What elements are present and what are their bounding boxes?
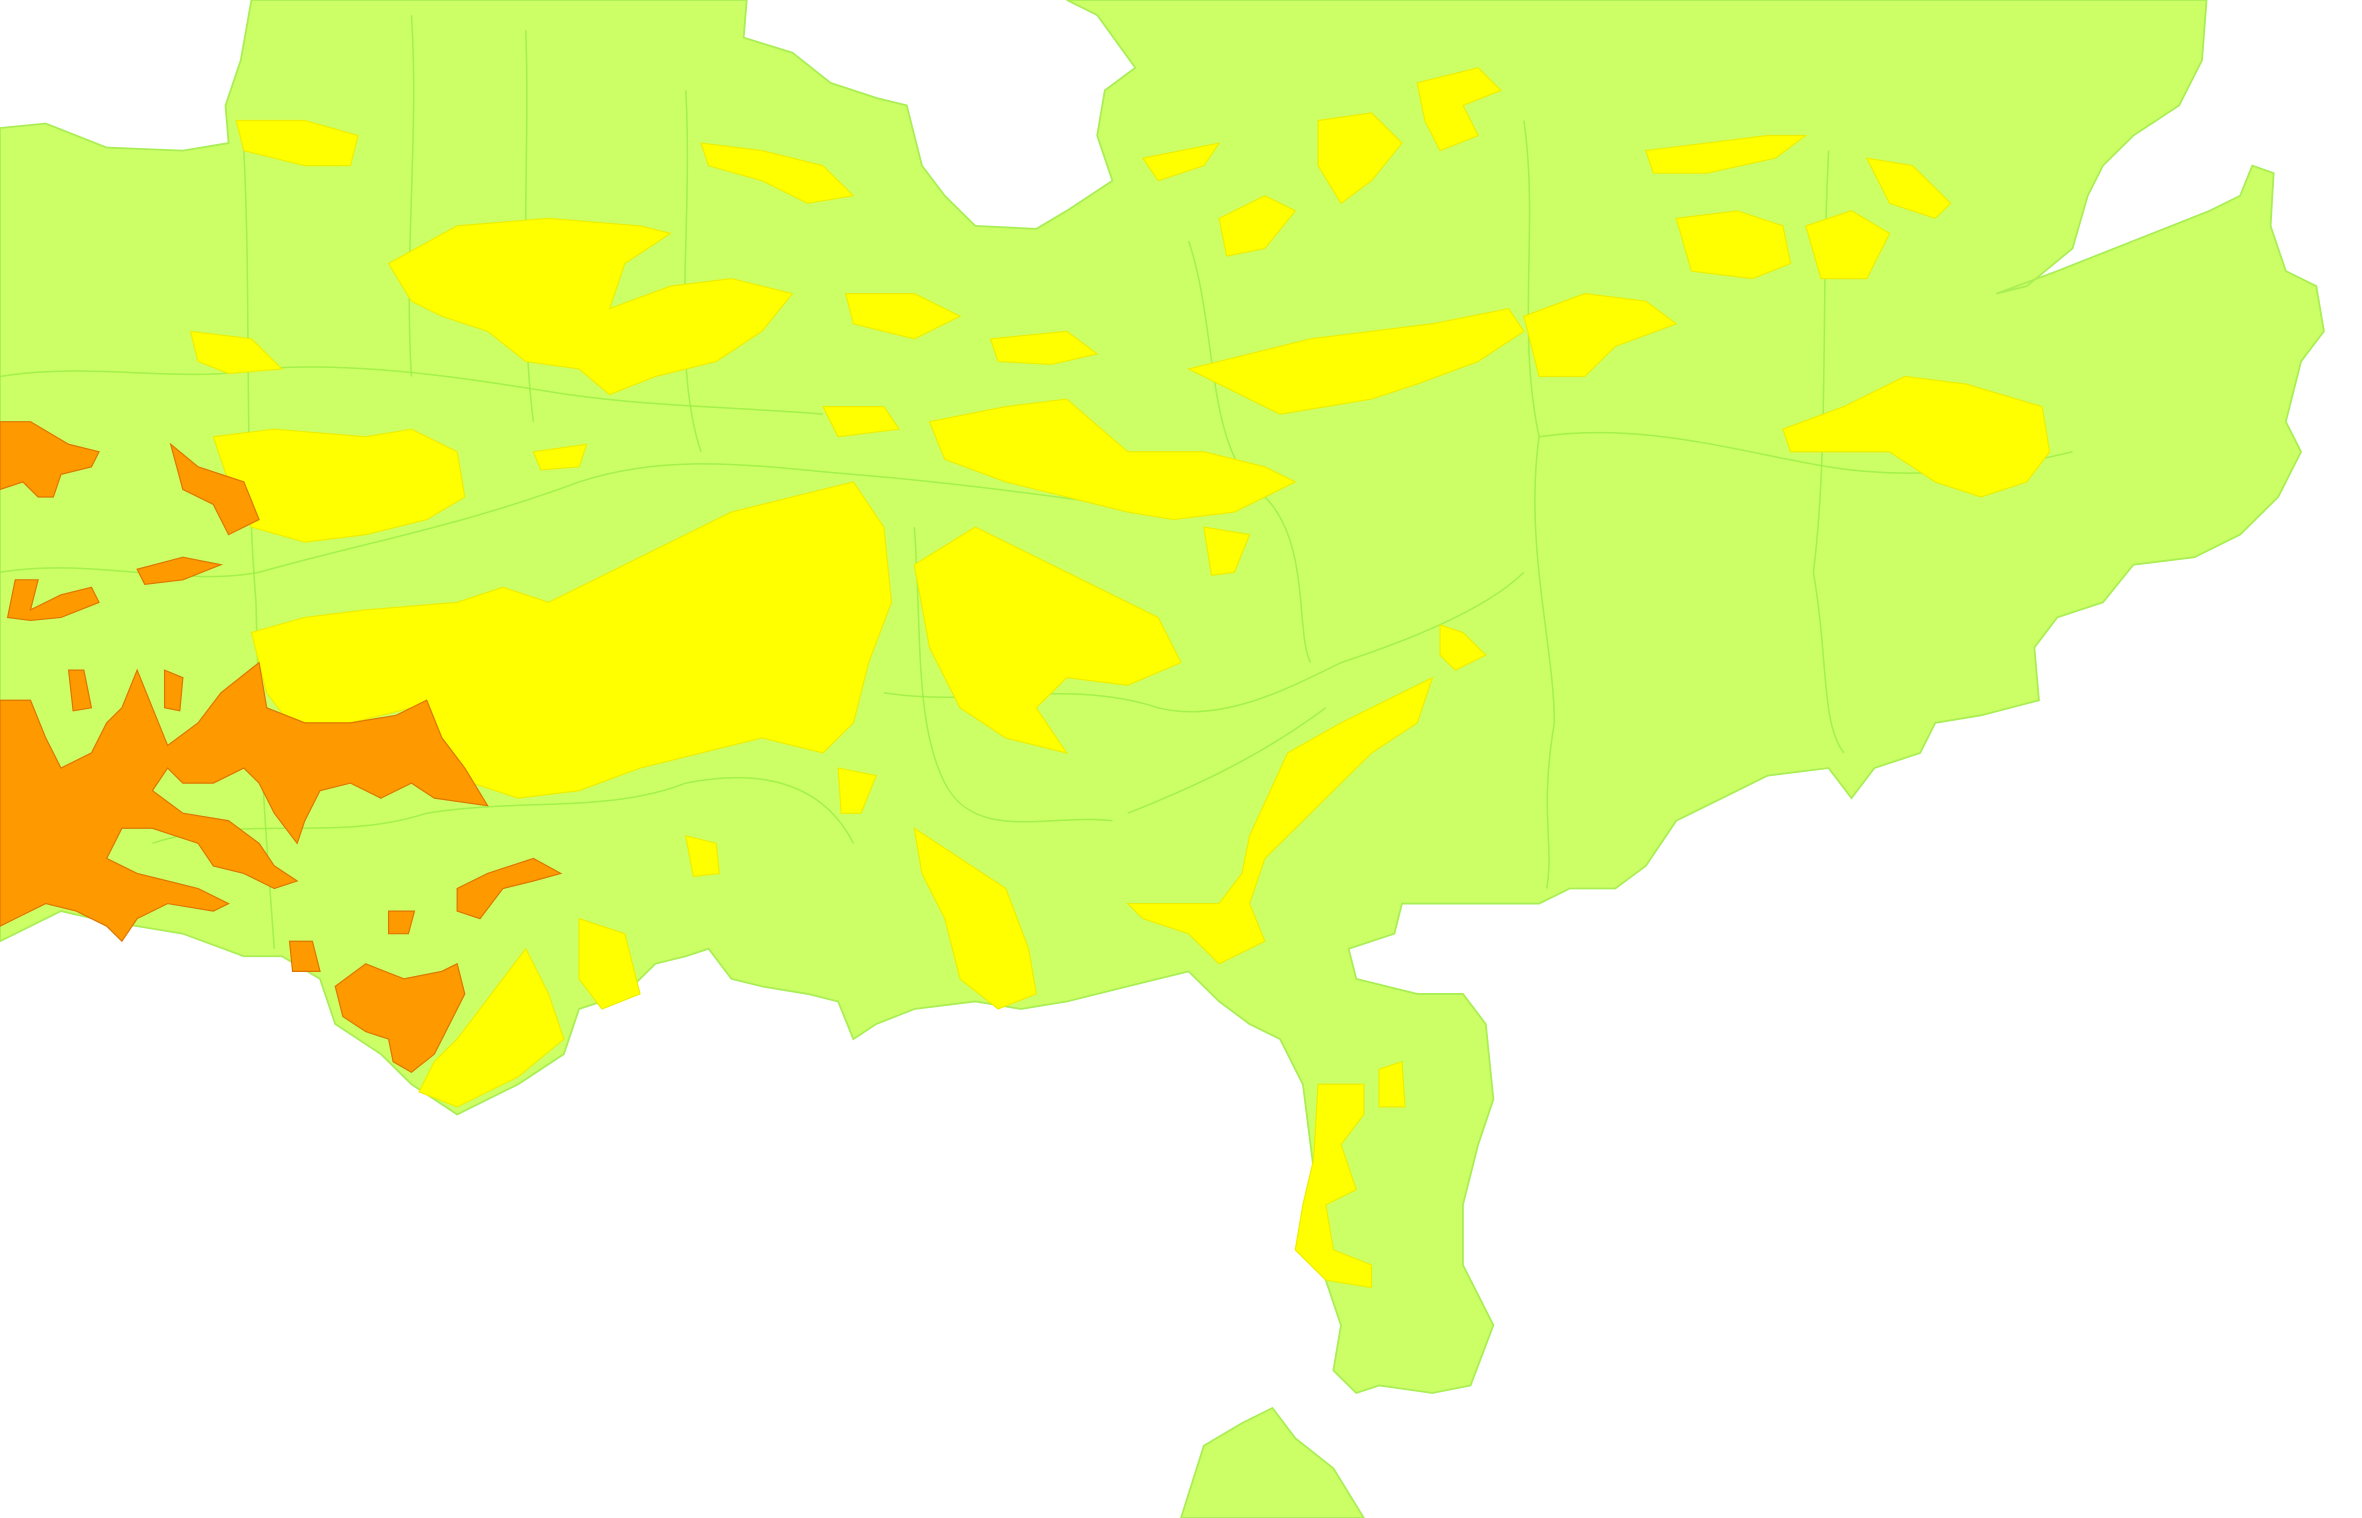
area-orange	[334, 962, 466, 1073]
area-yellow	[700, 142, 855, 204]
area-yellow	[837, 767, 878, 814]
area-yellow	[1805, 210, 1891, 280]
area-orange	[0, 421, 100, 498]
area-orange	[288, 940, 321, 972]
area-yellow	[1294, 1083, 1373, 1289]
area-yellow	[913, 526, 1182, 754]
area-yellow	[1644, 134, 1808, 174]
area-yellow	[1126, 676, 1434, 965]
area-yellow	[1203, 526, 1251, 576]
area-yellow	[928, 398, 1297, 521]
area-yellow	[1675, 210, 1792, 280]
area-orange	[0, 661, 489, 943]
area-orange	[456, 857, 563, 920]
area-orange	[169, 442, 260, 536]
high-class-areas	[0, 421, 563, 1073]
area-yellow	[1186, 308, 1525, 415]
area-yellow	[913, 827, 1037, 1010]
area-yellow	[1439, 624, 1487, 671]
area-orange	[136, 556, 224, 585]
area-yellow	[578, 917, 641, 1010]
area-yellow	[532, 443, 588, 471]
area-yellow	[1416, 67, 1503, 152]
area-yellow	[684, 834, 720, 878]
land-region-south	[1180, 1406, 1365, 1518]
area-yellow	[1317, 112, 1403, 205]
area-yellow	[821, 406, 901, 438]
area-orange	[387, 910, 416, 935]
area-yellow	[989, 330, 1099, 366]
area-yellow	[235, 119, 359, 167]
area-yellow	[189, 330, 284, 375]
area-orange	[67, 669, 93, 712]
area-yellow	[418, 947, 565, 1108]
area-orange	[6, 579, 100, 622]
area-orange	[163, 669, 184, 712]
area-yellow	[387, 217, 794, 396]
area-yellow	[1865, 157, 1952, 220]
middle-class-areas	[189, 67, 2051, 1289]
area-yellow	[1782, 375, 2051, 498]
area-yellow	[1523, 293, 1678, 378]
area-yellow	[1141, 142, 1221, 182]
area-yellow	[1378, 1060, 1406, 1108]
area-yellow	[1218, 195, 1297, 257]
area-yellow	[844, 293, 962, 340]
